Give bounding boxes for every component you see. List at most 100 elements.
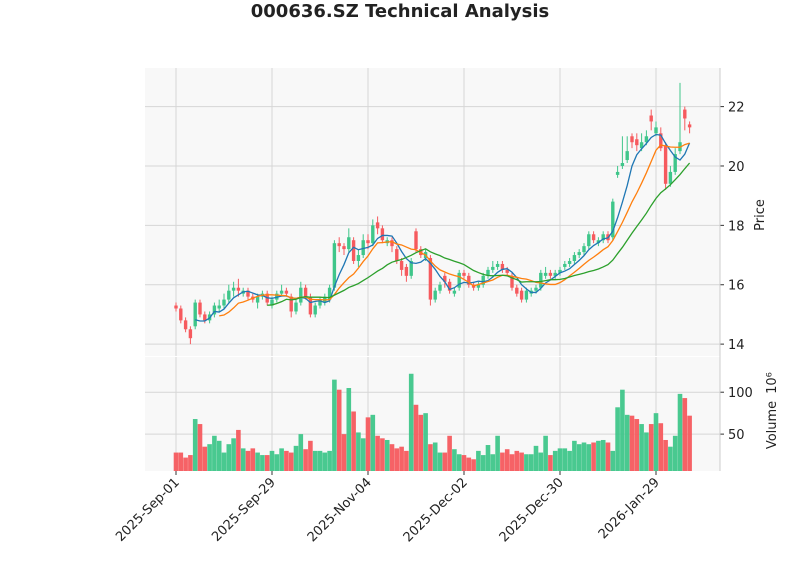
moving-average-line: [267, 162, 691, 306]
volume-bar: [298, 434, 304, 471]
candle-body: [231, 287, 236, 291]
volume-bar: [341, 434, 347, 471]
volume-bar: [360, 438, 366, 471]
candle-body: [347, 237, 351, 250]
candle-body: [361, 240, 365, 256]
volume-bar: [480, 455, 486, 471]
volume-bar: [509, 454, 515, 471]
candle-body: [255, 296, 260, 303]
volume-bar: [653, 413, 659, 471]
candle-body: [615, 171, 620, 175]
candle-body: [563, 263, 567, 267]
candle-body: [577, 252, 581, 256]
volume-bar: [231, 438, 236, 471]
volume-bar: [389, 444, 395, 471]
volume-bar: [514, 450, 520, 471]
volume-bar: [255, 452, 260, 471]
candle-body: [519, 290, 524, 300]
volume-bar: [356, 432, 361, 471]
candle-body: [313, 305, 317, 315]
volume-bar: [504, 449, 510, 471]
candle-body: [659, 133, 663, 149]
volume-axis-label: Volume: [765, 401, 780, 449]
volume-bar: [442, 452, 448, 471]
volume-bar: [245, 450, 251, 471]
volume-bar: [658, 423, 664, 471]
y-tick-label: 18: [728, 219, 745, 234]
volume-bar: [668, 446, 673, 471]
candle-body: [414, 231, 418, 250]
candle-body: [601, 234, 605, 241]
candle-body: [620, 163, 625, 166]
volume-bar: [240, 448, 246, 471]
volume-bar: [644, 432, 649, 471]
candle-body: [366, 240, 370, 244]
volume-bar: [312, 450, 318, 471]
volume-bar: [629, 415, 635, 471]
volume-bar: [620, 389, 625, 471]
candle-body: [548, 272, 553, 276]
candle-body: [289, 296, 293, 312]
volume-bar: [586, 444, 592, 471]
candle-body: [380, 228, 385, 241]
candle-body: [246, 290, 250, 297]
x-tick-label: 2025-Sep-01: [113, 475, 183, 545]
x-tick-label: 2026-Jan-29: [596, 475, 663, 542]
candle-body: [222, 299, 226, 306]
candle-body: [212, 305, 217, 315]
volume-bar: [212, 435, 217, 471]
volume-bar: [183, 457, 188, 471]
candle-body: [572, 255, 577, 261]
candle-body: [203, 314, 207, 321]
candle-body: [639, 142, 644, 149]
volume-bar: [634, 419, 640, 471]
candle-body: [332, 243, 337, 288]
volume-bar: [264, 455, 270, 471]
candle-body: [476, 284, 481, 288]
candle-body: [390, 240, 394, 247]
candle-body: [668, 171, 673, 184]
volume-bar: [188, 455, 193, 471]
chart-title: 000636.SZ Technical Analysis: [251, 1, 549, 22]
candle-body: [279, 290, 284, 294]
volume-bar: [336, 389, 342, 471]
volume-bar: [250, 448, 256, 471]
moving-average-line: [195, 133, 691, 322]
x-tick-label: 2025-Nov-04: [305, 475, 375, 545]
candle-body: [673, 154, 677, 172]
candle-body: [399, 260, 404, 270]
candle-body: [467, 275, 471, 285]
volume-bar: [452, 449, 457, 471]
candle-body: [510, 275, 514, 288]
candle-body: [198, 302, 202, 315]
volume-bar: [404, 450, 409, 471]
volume-bar: [533, 445, 539, 471]
candle-body: [270, 299, 274, 306]
volume-bar: [284, 450, 289, 471]
volume-bar: [663, 439, 668, 471]
y-axis-label: Price: [753, 199, 768, 231]
candle-body: [539, 272, 543, 288]
candle-body: [630, 136, 634, 143]
candle-body: [447, 281, 452, 291]
candle-body: [303, 287, 308, 297]
volume-bar: [615, 407, 620, 471]
volume-bar: [293, 445, 299, 471]
candle-body: [543, 272, 548, 276]
volume-bar: [596, 440, 601, 471]
candle-body: [299, 287, 303, 303]
volume-bar: [375, 435, 380, 471]
volume-bar: [562, 448, 568, 471]
candle-body: [409, 260, 413, 276]
volume-tick-label: 100: [728, 386, 753, 401]
candle-body: [687, 124, 692, 128]
volume-bar: [466, 457, 472, 471]
candle-body: [217, 305, 221, 309]
volume-bar: [495, 435, 500, 471]
volume-bar: [308, 440, 313, 471]
candle-body: [505, 269, 509, 273]
volume-bar: [207, 444, 212, 471]
candle-body: [294, 302, 298, 312]
volume-bar: [672, 435, 678, 471]
volume-bar: [682, 398, 688, 471]
